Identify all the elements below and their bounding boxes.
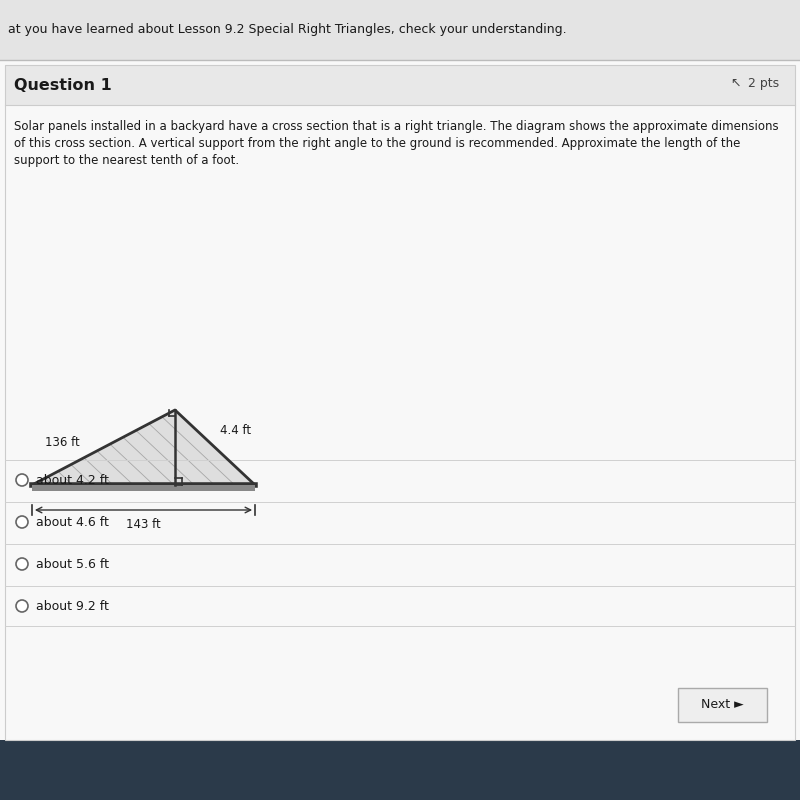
FancyBboxPatch shape bbox=[678, 688, 767, 722]
Circle shape bbox=[16, 474, 28, 486]
Circle shape bbox=[16, 558, 28, 570]
Text: at you have learned about Lesson 9.2 Special Right Triangles, check your underst: at you have learned about Lesson 9.2 Spe… bbox=[8, 23, 566, 37]
Polygon shape bbox=[32, 410, 255, 485]
Text: ↖: ↖ bbox=[730, 77, 741, 90]
Bar bbox=[32, 485, 255, 491]
Text: about 4.6 ft: about 4.6 ft bbox=[36, 515, 109, 529]
Text: 4.4 ft: 4.4 ft bbox=[220, 423, 251, 437]
Text: 2 pts: 2 pts bbox=[748, 77, 779, 90]
Circle shape bbox=[16, 516, 28, 528]
Text: about 9.2 ft: about 9.2 ft bbox=[36, 599, 109, 613]
Bar bbox=[5, 65, 795, 740]
Bar bbox=[0, 0, 800, 60]
Text: 143 ft: 143 ft bbox=[126, 518, 161, 531]
Text: Question 1: Question 1 bbox=[14, 78, 112, 93]
Text: about 5.6 ft: about 5.6 ft bbox=[36, 558, 109, 570]
Text: of this cross section. A vertical support from the right angle to the ground is : of this cross section. A vertical suppor… bbox=[14, 137, 740, 150]
Circle shape bbox=[16, 600, 28, 612]
Text: Next ►: Next ► bbox=[701, 698, 744, 711]
Bar bbox=[0, 60, 800, 740]
Bar bbox=[0, 740, 800, 800]
Text: 136 ft: 136 ft bbox=[46, 435, 80, 449]
Bar bbox=[5, 65, 795, 105]
Text: support to the nearest tenth of a foot.: support to the nearest tenth of a foot. bbox=[14, 154, 239, 167]
Text: Solar panels installed in a backyard have a cross section that is a right triang: Solar panels installed in a backyard hav… bbox=[14, 120, 778, 133]
Text: about 4.2 ft: about 4.2 ft bbox=[36, 474, 109, 486]
